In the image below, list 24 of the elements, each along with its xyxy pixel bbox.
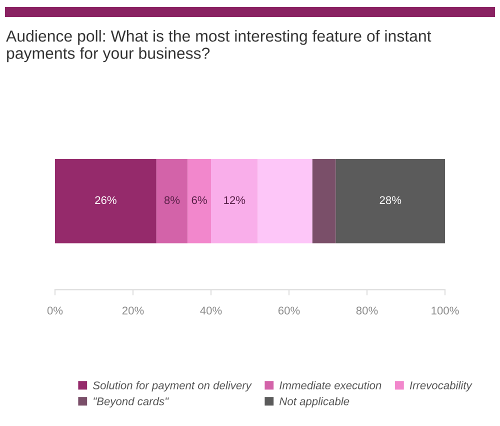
bar xyxy=(55,158,156,244)
x-tick-label: 60% xyxy=(278,306,300,315)
legend-label: Irrevocability xyxy=(410,381,472,392)
x-tick-label: 20% xyxy=(122,306,144,315)
x-tick-label: 80% xyxy=(356,306,378,315)
data-label: 26% xyxy=(95,196,116,204)
legend-label: "Beyond cards" xyxy=(94,397,169,408)
data-label: 6% xyxy=(192,196,207,204)
bar xyxy=(188,158,211,244)
chart-title: Audience poll: What is the most interesting feature of instant payments for your business? xyxy=(6,30,432,62)
bar xyxy=(156,158,188,244)
legend-label: Immediate execution xyxy=(280,381,382,390)
bar xyxy=(211,158,258,244)
bar xyxy=(258,158,312,244)
legend-label: Not applicable xyxy=(279,397,350,408)
x-tick-label: 100% xyxy=(432,306,459,315)
legend-label: Solution for payment on delivery xyxy=(92,381,252,392)
x-tick-label: 40% xyxy=(200,306,222,315)
data-label: 12% xyxy=(224,196,246,204)
data-label: 28% xyxy=(380,196,402,204)
bar xyxy=(336,158,445,244)
data-label: 8% xyxy=(164,196,180,204)
bar xyxy=(312,158,336,244)
x-tick-label: 0% xyxy=(47,306,63,315)
